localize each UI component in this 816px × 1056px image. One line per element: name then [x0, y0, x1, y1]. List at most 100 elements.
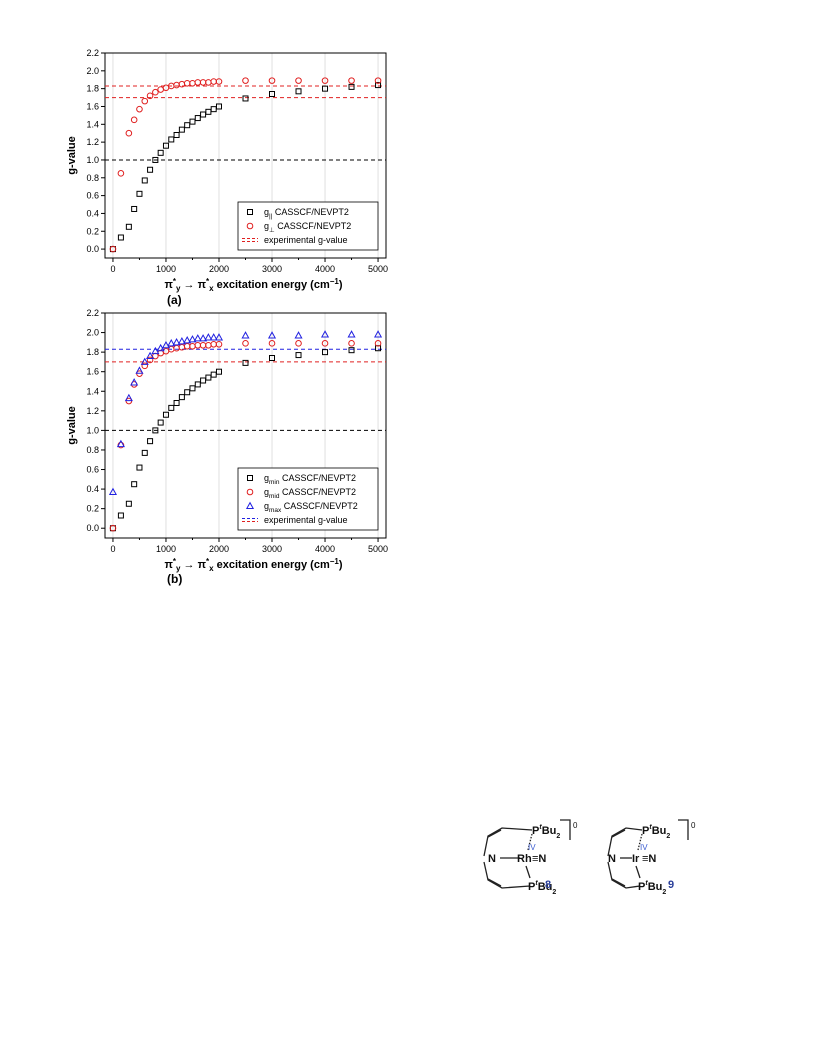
chart-b-x-tick-label: 0: [110, 544, 115, 554]
chart-b-series-0-point: [194, 381, 201, 388]
panel-label-a: (a): [167, 293, 182, 307]
chart-b-series-1-point: [268, 340, 276, 347]
chart-b-series-0-point: [173, 400, 180, 406]
molecule-8-nitride: ≡N: [532, 853, 546, 865]
chart-b-legend-marker: [245, 501, 255, 509]
chart-a-series-0-point: [210, 106, 217, 113]
chart-b-series-0-point: [168, 404, 175, 411]
chart-b-x-tick-label: 4000: [315, 544, 335, 554]
chart-b-series-0-point: [147, 438, 154, 445]
chart-b-series-1-point: [141, 362, 149, 370]
chart-b-series-0-point: [131, 481, 138, 488]
chart-b-series-0-point: [162, 411, 169, 418]
chart-a-series-1-point: [215, 78, 223, 85]
chart-b-series-2-point: [214, 333, 224, 341]
chart-b-legend-label: gmax CASSCF/NEVPT2: [264, 501, 358, 514]
chart-b-series-2-point: [241, 331, 250, 339]
chart-a-series-0-point: [242, 95, 249, 102]
chart-a-legend: [237, 201, 379, 251]
chart-a-series-0-point: [269, 91, 276, 97]
chart-b-y-tick-label: 0.4: [86, 484, 99, 494]
chart-a-series-1-point: [321, 77, 329, 84]
chart-a-y-tick-label: 0.2: [86, 226, 99, 236]
chart-b-series-1-point: [321, 340, 329, 347]
chart-a-series-1-point: [157, 86, 164, 93]
chart-b-series-2-point: [347, 330, 356, 338]
chart-a-y-tick-label: 1.2: [86, 137, 99, 147]
chart-b-series-0-point: [125, 500, 132, 507]
chart-b-series-0-point: [184, 389, 191, 396]
chart-b-series-2-point: [204, 333, 213, 341]
chart-b-x-tick-label: 1000: [156, 544, 176, 554]
chart-b-series-1-point: [348, 340, 355, 347]
chart-a-y-tick-label: 1.6: [86, 101, 99, 111]
chart-a-series-0-point: [189, 118, 196, 125]
chart-b-y-tick-label: 1.4: [86, 386, 99, 396]
chart-a-series-1-point: [210, 78, 217, 85]
chart-a-x-tick-label: 3000: [262, 264, 282, 274]
chart-a-x-tick-label: 2000: [209, 264, 229, 274]
chart-a-y-tick-label: 1.0: [86, 155, 99, 165]
chart-b-y-tick-label: 1.2: [86, 406, 99, 416]
chart-b-series-0-point: [178, 394, 185, 401]
chart-a-series-0-point: [295, 88, 302, 95]
chart-a-series-0-point: [178, 126, 185, 133]
chart-a-series-0-point: [162, 142, 169, 149]
chart-b-y-tick-label: 1.6: [86, 367, 99, 377]
chart-a-series-0-point: [125, 223, 132, 230]
chart-b-series-2-point: [167, 338, 176, 347]
chart-b-series-1-point: [295, 340, 302, 347]
chart-a-series-0-point: [136, 190, 143, 197]
chart-b-x-tick-label: 5000: [368, 544, 388, 554]
chart-b-series-2-point: [130, 378, 139, 386]
chart-a-series-0-point: [173, 132, 180, 138]
chart-a-series-0-point: [375, 82, 382, 89]
chart-b-y-tick-label: 1.0: [86, 425, 99, 435]
chart-a-series-1-point: [295, 77, 302, 84]
molecule-9-phosphine-bottom: PtBu2: [638, 880, 666, 896]
chart-a-x-axis-label: π*y → π*x excitation energy (cm−1): [164, 277, 342, 293]
molecule-9-phosphine-top: PtBu2: [642, 824, 670, 840]
chart-a-y-tick-label: 0.8: [86, 173, 99, 183]
molecule-8-ligand-n: N: [488, 853, 496, 865]
chart-panel-b: 0 1000 2000 3000 4000 5000 0.0 0.2 0.4 0.6 0.8 1.0 1…: [66, 308, 388, 573]
chart-b-y-tick-label: 2.2: [86, 308, 99, 318]
chart-a-y-tick-label: 1.4: [86, 119, 99, 129]
chart-a-legend-label: g⊥ CASSCF/NEVPT2: [264, 221, 351, 234]
chart-a-series-1-point: [178, 80, 186, 88]
chart-b-series-1-point: [109, 524, 117, 532]
molecule-8-ox-state: IV: [528, 843, 536, 852]
chart-a-series-1-point: [268, 77, 276, 84]
chart-b-series-1-point: [194, 341, 202, 349]
molecule-9-structure: N Ir ≡N IV PtBu2 PtBu2 0 9: [607, 819, 696, 896]
chart-b-legend-label: experimental g-value: [264, 515, 348, 525]
chart-b-series-0-point: [117, 512, 124, 519]
chart-b-legend-label: gmin CASSCF/NEVPT2: [264, 473, 356, 486]
chart-b-series-0-point: [242, 359, 249, 366]
chart-b-series-1-point: [199, 341, 207, 349]
chart-a-x-tick-label: 0: [110, 264, 115, 274]
chart-b-series-0-point: [210, 371, 217, 378]
chart-b-y-tick-label: 0.8: [86, 445, 99, 455]
chart-a-series-1-point: [152, 88, 159, 96]
chart-a-series-1-point: [117, 170, 125, 177]
chart-b-series-2-point: [172, 338, 181, 346]
chart-a-y-tick-label: 2.0: [86, 66, 99, 76]
chart-b-series-0-point: [189, 385, 196, 392]
chart-b-series-0-point: [152, 427, 159, 434]
chart-b-y-tick-label: 0.6: [86, 465, 99, 475]
molecule-9-ligand-n: N: [608, 853, 616, 865]
chart-b-series-2-point: [374, 330, 383, 338]
chart-b-series-0-point: [157, 419, 164, 426]
chart-b-series-2-point: [161, 340, 171, 349]
chart-panel-a: 0 1000 2000 3000 4000 5000 0.0 0.2 0.4 0.6 0.8 1.0 1…: [66, 48, 388, 293]
chart-a-legend-label: experimental g-value: [264, 235, 348, 245]
chart-a-series-1-point: [374, 77, 382, 84]
chart-b-series-2-point: [193, 334, 202, 342]
molecule-8-number: 8: [545, 879, 551, 891]
chart-b-y-tick-label: 0.2: [86, 504, 99, 514]
chart-a-series-0-point: [322, 85, 329, 92]
molecule-9-nitride: ≡N: [642, 853, 656, 865]
chart-b-x-tick-label: 3000: [262, 544, 282, 554]
